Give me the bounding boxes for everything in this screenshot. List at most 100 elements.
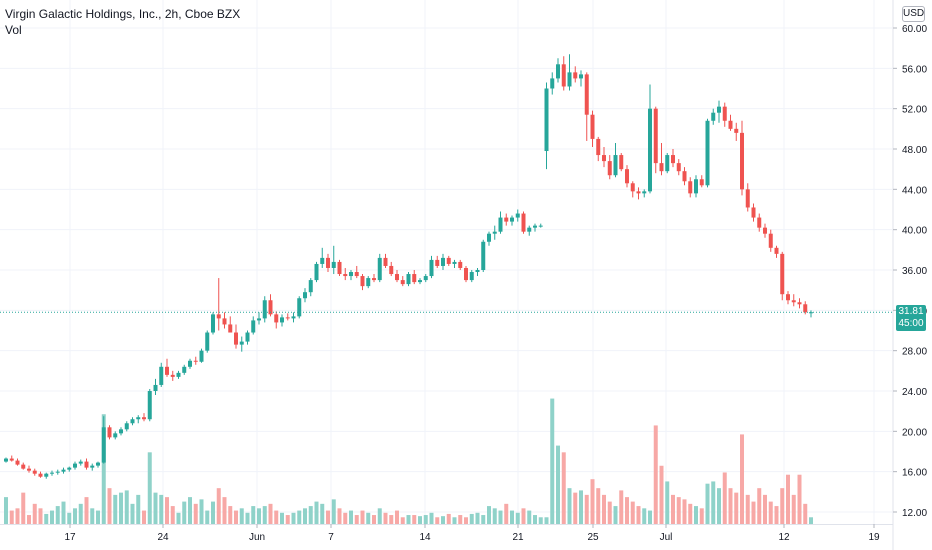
candle-body	[705, 120, 710, 186]
candlesticks	[4, 54, 813, 479]
x-tick-label: 19	[868, 532, 880, 543]
candle	[32, 468, 37, 476]
candle-body	[596, 138, 601, 156]
volume-bar	[366, 512, 371, 524]
candle-body	[464, 267, 468, 281]
candle-body	[688, 181, 693, 194]
volume-bar	[285, 515, 290, 524]
currency-button[interactable]: USD	[902, 6, 925, 22]
candle-body	[406, 274, 411, 285]
candle-body	[458, 261, 463, 268]
candle-body	[73, 463, 77, 468]
candle	[142, 413, 146, 422]
candle-body	[119, 429, 123, 434]
volume-bar	[44, 513, 49, 524]
volume-bar	[119, 492, 123, 524]
candle	[406, 272, 411, 287]
volume-bar	[475, 512, 480, 524]
y-tick-label: 60.00	[902, 24, 927, 35]
candle-body	[607, 161, 612, 176]
candle-body	[619, 155, 624, 170]
volume-bar	[469, 513, 474, 524]
candle	[774, 245, 779, 258]
candle-body	[492, 231, 497, 234]
candle-body	[584, 74, 589, 115]
candle	[107, 425, 112, 440]
volume-bar	[458, 515, 463, 524]
candle	[791, 294, 796, 307]
candle-body	[757, 217, 762, 228]
volume-bar	[613, 506, 618, 524]
candle-body	[193, 360, 198, 362]
candle	[193, 356, 198, 365]
candle	[429, 255, 434, 279]
candle-body	[245, 332, 250, 342]
candle	[418, 278, 422, 285]
volume-bar	[504, 503, 509, 524]
volume-bar	[579, 490, 583, 524]
candle-body	[101, 427, 106, 463]
candle-body	[136, 417, 141, 420]
candle-body	[67, 467, 72, 470]
candle-body	[182, 366, 187, 373]
candle	[711, 108, 716, 125]
volume-bar	[239, 508, 244, 524]
volume-bar	[797, 474, 802, 524]
candle	[73, 461, 77, 470]
candle-body	[349, 272, 353, 277]
candle	[636, 187, 641, 200]
candle-body	[15, 460, 20, 465]
candle-body	[268, 300, 273, 315]
candle	[90, 463, 95, 471]
candle	[435, 255, 440, 268]
candle	[619, 153, 624, 172]
volume-bar	[84, 497, 89, 524]
x-axis[interactable]: 17 24 Jun 7 14 21 25 Jul 12 19	[0, 524, 893, 543]
volume-bar	[567, 488, 572, 524]
candle	[337, 259, 342, 277]
candle	[308, 278, 313, 297]
candle-body	[521, 213, 526, 232]
last-price-value: 31.81	[898, 306, 924, 317]
candle-body	[228, 324, 233, 333]
volume-bar	[383, 512, 388, 524]
candle	[262, 296, 267, 323]
candle	[579, 70, 583, 87]
candle	[188, 358, 192, 369]
volume-bar	[544, 517, 549, 524]
candle	[84, 458, 89, 470]
volume-bar	[418, 516, 422, 524]
candle	[768, 229, 773, 252]
volume-bar	[441, 516, 445, 524]
volume-bar	[711, 481, 716, 524]
candle	[510, 215, 514, 226]
volume-bar	[21, 492, 26, 524]
candle-body	[446, 257, 451, 264]
volume-bar	[222, 497, 227, 524]
x-tick-label: 12	[778, 532, 790, 543]
candle	[360, 274, 365, 291]
candle-body	[469, 272, 474, 281]
volume-bar	[314, 501, 319, 524]
volume-bar	[630, 501, 635, 524]
volume-bar	[205, 510, 210, 524]
candle-body	[280, 317, 284, 323]
candle	[556, 58, 560, 83]
volume-bar	[291, 512, 296, 524]
volume-bar	[245, 512, 250, 524]
candle-body	[50, 472, 54, 474]
candle	[113, 431, 118, 440]
y-tick-label: 36.00	[902, 266, 927, 277]
y-axis[interactable]: 60.0056.0052.0048.0044.0040.0036.0032.00…	[892, 0, 927, 550]
candle-body	[222, 318, 227, 325]
candle	[441, 253, 445, 270]
candle-body	[251, 320, 256, 333]
volume-bar	[515, 512, 520, 524]
candle-body	[527, 227, 532, 232]
candle-body	[682, 171, 687, 182]
volume-bar	[728, 488, 733, 524]
y-tick-label: 56.00	[902, 64, 927, 75]
candle	[216, 278, 221, 331]
candle-body	[274, 314, 279, 323]
